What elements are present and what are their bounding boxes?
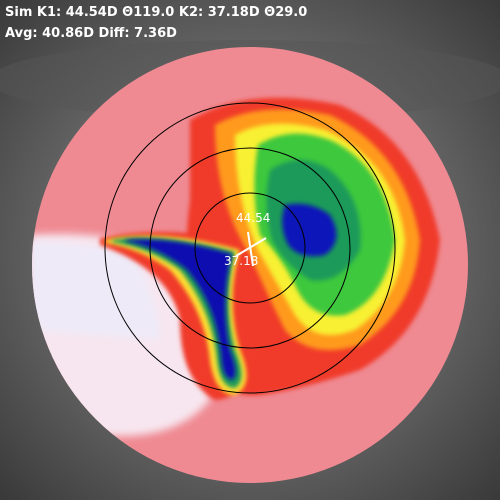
axis-cross [235, 231, 267, 267]
reference-rings [104, 102, 396, 394]
k1-label: 44.54 [236, 211, 270, 225]
k2-axis [247, 231, 254, 267]
color-map [32, 47, 468, 483]
k2-label: 37.18 [224, 254, 258, 268]
ring [194, 192, 306, 304]
map-arm-blue [125, 239, 236, 380]
map-lavender [32, 240, 160, 340]
header-line: Sim K1: 44.54D Θ119.0 K2: 37.18D Θ29.0 [5, 5, 307, 20]
ring [149, 147, 351, 349]
header-line: Avg: 40.86D Diff: 7.36D [5, 26, 177, 41]
ring [104, 102, 396, 394]
